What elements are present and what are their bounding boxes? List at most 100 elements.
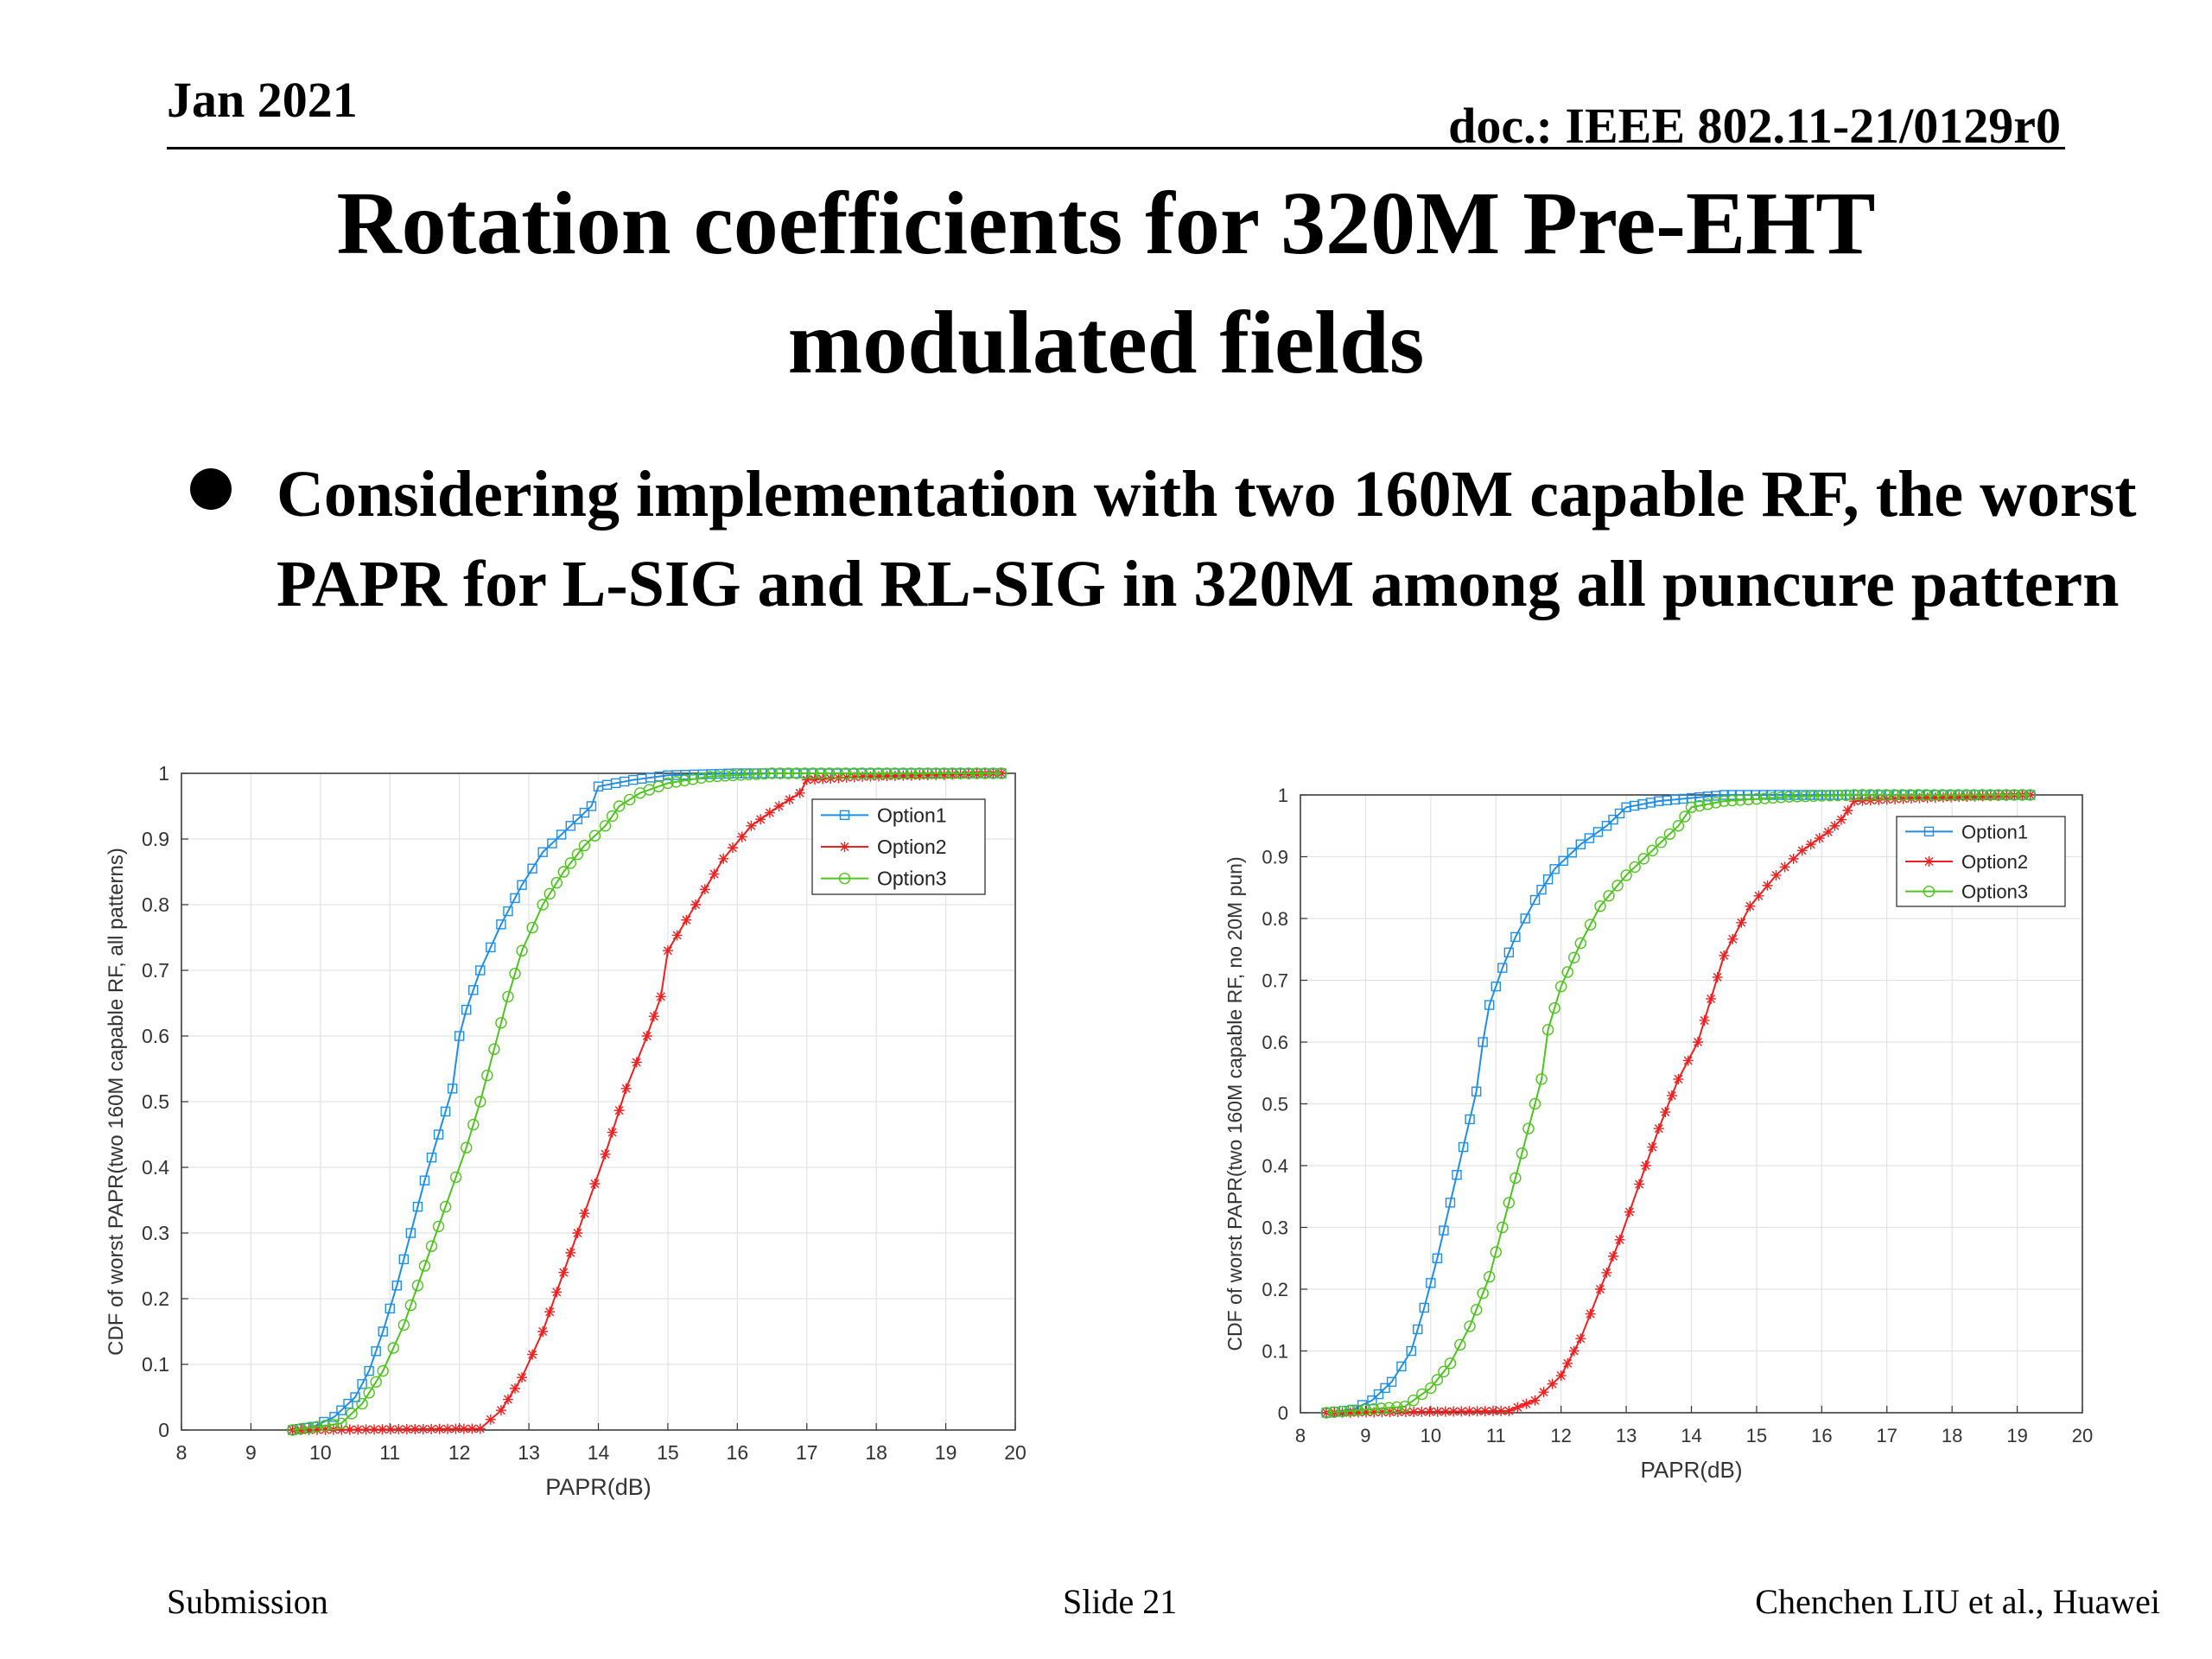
series-marker (1701, 798, 1714, 810)
series-marker (600, 1148, 611, 1160)
series-marker (1896, 789, 1909, 801)
series-marker (987, 767, 1000, 779)
series-marker (2008, 789, 2020, 801)
series-marker (1770, 869, 1782, 880)
series-marker (1829, 820, 1840, 831)
series-marker (336, 1424, 347, 1435)
x-tick-label: 20 (2072, 1425, 2093, 1446)
series-marker (1562, 1357, 1573, 1369)
series-marker (794, 787, 805, 798)
series-marker (1897, 793, 1909, 804)
series-marker (1799, 790, 1812, 803)
series-marker (286, 1424, 299, 1436)
series-marker (1386, 1376, 1397, 1387)
series-marker (1367, 1403, 1380, 1415)
series-marker (2024, 790, 2036, 800)
plot-frame (181, 772, 1016, 1431)
series-marker (670, 776, 683, 788)
x-tick-label: 15 (657, 1441, 679, 1464)
series-marker (1432, 1406, 1443, 1417)
series-marker (1567, 848, 1577, 858)
series-marker (1923, 885, 1936, 898)
y-tick-label: 0.3 (1262, 1217, 1288, 1239)
series-marker (537, 1326, 549, 1337)
series-marker (417, 1423, 429, 1434)
y-tick-label: 1 (1278, 785, 1288, 806)
series-marker (1470, 1304, 1483, 1316)
series-marker (1824, 790, 1836, 802)
series-marker (1439, 1225, 1449, 1236)
series-marker (1448, 1406, 1459, 1417)
series-marker (841, 772, 852, 783)
series-marker (1547, 1378, 1558, 1389)
chart-legend: Option1 Option2 Option3 (811, 798, 986, 895)
series-marker (527, 863, 537, 874)
series-marker (1653, 1123, 1664, 1135)
series-marker (327, 1418, 340, 1431)
series-marker (897, 767, 909, 779)
x-tick-label: 10 (1421, 1425, 1441, 1446)
series-marker (1510, 1172, 1522, 1184)
series-marker (750, 768, 763, 780)
series-marker (1672, 820, 1685, 832)
x-tick-label: 8 (1295, 1425, 1306, 1446)
series-marker (1490, 1246, 1502, 1258)
series-marker (736, 831, 747, 842)
series-marker (880, 767, 893, 779)
series-marker (1536, 884, 1547, 895)
series-marker (578, 839, 591, 852)
series-marker (1584, 918, 1597, 931)
series-marker (1912, 789, 1924, 801)
series-marker (1406, 1345, 1416, 1357)
y-axis-label: CDF of worst PAPR(two 160M capable RF, n… (1224, 856, 1246, 1351)
series-marker (1521, 1398, 1532, 1409)
series-marker (881, 771, 893, 782)
series-marker (1937, 791, 1948, 803)
series-marker (809, 774, 820, 785)
series-marker (1679, 810, 1691, 823)
series-marker (755, 814, 766, 825)
series-marker (1516, 1147, 1529, 1160)
series-marker (1840, 789, 1853, 801)
series-marker (1465, 1114, 1475, 1125)
series-marker (1541, 1024, 1554, 1036)
series-marker (889, 770, 900, 781)
series-marker (1568, 1345, 1580, 1357)
series-marker (1351, 1404, 1364, 1416)
x-tick-label: 12 (448, 1441, 471, 1464)
series-marker (1408, 1406, 1420, 1417)
x-tick-label: 8 (176, 1441, 188, 1464)
y-tick-label: 0 (158, 1419, 169, 1441)
series-marker (758, 767, 771, 780)
series-marker (662, 945, 673, 957)
series-marker (1456, 1406, 1467, 1417)
series-marker (782, 767, 795, 779)
x-tick-label: 13 (1616, 1425, 1637, 1446)
series-marker (1594, 1284, 1605, 1294)
series-marker (1320, 1407, 1332, 1419)
series-marker (1929, 792, 1941, 804)
x-axis-label: PAPR(dB) (545, 1474, 652, 1500)
series-marker (955, 769, 966, 780)
series-marker (1944, 789, 1956, 801)
series-marker (914, 770, 925, 781)
series-marker (1832, 789, 1844, 802)
series-marker (311, 1424, 322, 1435)
series-marker (1375, 1402, 1388, 1414)
x-tick-label: 11 (1486, 1425, 1506, 1446)
series-marker (1614, 1234, 1625, 1245)
series-marker (1624, 1206, 1635, 1217)
series-marker (874, 771, 885, 782)
series-marker (856, 767, 868, 779)
series-marker (1497, 1221, 1509, 1234)
series-marker (551, 1287, 563, 1298)
chart-legend: Option1 Option2 Option3 (1896, 816, 2066, 907)
series-marker (1984, 789, 1997, 801)
series-marker (588, 830, 601, 842)
series-marker (1762, 880, 1773, 891)
series-marker (1952, 789, 1965, 801)
series-marker (1396, 1361, 1407, 1372)
series-marker (558, 1267, 569, 1278)
series-marker (488, 1043, 500, 1055)
x-tick-label: 19 (935, 1441, 957, 1464)
